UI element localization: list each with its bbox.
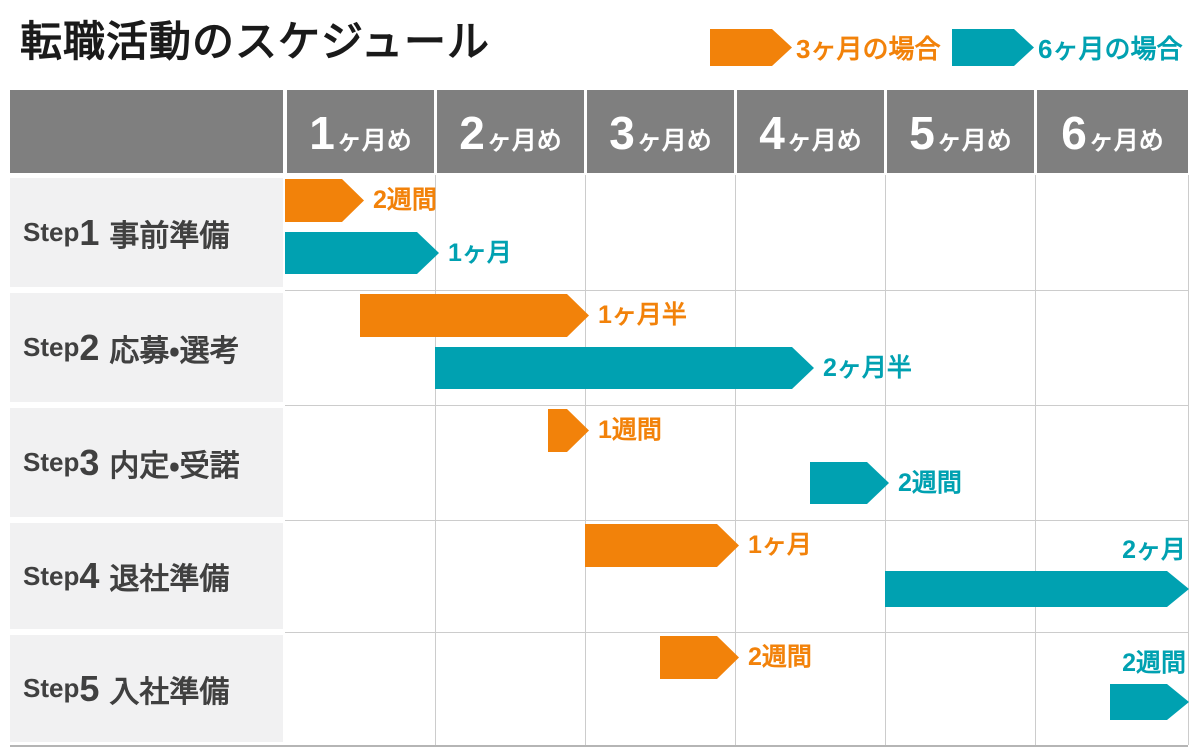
table-bottom-border <box>10 745 1188 747</box>
grid-right-border <box>1188 175 1189 745</box>
page-title: 転職活動のスケジュール <box>20 18 491 65</box>
header-month-number: 2 <box>459 107 485 159</box>
bar-label-series2-step2: 2ヶ月半 <box>823 354 912 382</box>
step-prefix: Step <box>23 332 80 362</box>
header-cell-month-3: 3 ヶ月め <box>587 90 734 173</box>
step-number: 4 <box>79 555 100 596</box>
step-number: 1 <box>79 211 100 253</box>
header-month-unit: ヶ月め <box>786 127 862 155</box>
header-cell-month-1: 1 ヶ月め <box>287 90 434 173</box>
header-month-unit: ヶ月め <box>486 127 562 155</box>
header-month-unit: ヶ月め <box>636 127 712 155</box>
step-prefix: Step <box>23 217 80 247</box>
legend-item-6months: 6ヶ月の場合 <box>952 29 1182 66</box>
grid-vline-month-4 <box>885 175 886 745</box>
teal-arrow-icon <box>952 29 1034 66</box>
grid-vline-month-1 <box>435 175 436 745</box>
bar-label-series1-step4: 1ヶ月 <box>748 531 812 559</box>
gantt-bar-series2-step2 <box>435 347 814 389</box>
step-prefix: Step <box>23 560 80 591</box>
row-label-step4: Step 4 退社準備 <box>10 523 283 629</box>
bar-label-series2-step5: 2週間 <box>1122 649 1186 677</box>
orange-arrow-icon <box>710 29 792 66</box>
header-cell-month-5: 5 ヶ月め <box>887 90 1034 173</box>
grid-hline-row-1 <box>285 290 1188 291</box>
bar-label-series1-step3: 1週間 <box>598 416 662 444</box>
legend-label-3months: 3ヶ月の場合 <box>796 34 941 64</box>
header-month-number: 6 <box>1061 107 1087 159</box>
step-name: 応募・選考 <box>109 334 240 368</box>
header-cell-month-2: 2 ヶ月め <box>437 90 584 173</box>
header-cell-month-6: 6 ヶ月め <box>1037 90 1188 173</box>
gantt-bar-series1-step3 <box>548 409 590 452</box>
header-cell-month-4: 4 ヶ月め <box>737 90 884 173</box>
bar-label-series1-step1: 2週間 <box>373 186 437 214</box>
header-month-unit: ヶ月め <box>936 127 1012 155</box>
gantt-bar-series2-step5 <box>1110 684 1189 720</box>
header-month-number: 4 <box>759 107 785 159</box>
step-name: 退社準備 <box>109 563 230 596</box>
step-number: 2 <box>79 326 100 368</box>
bar-label-series1-step2: 1ヶ月半 <box>598 301 687 329</box>
gantt-bar-series1-step5 <box>660 636 739 679</box>
bar-label-series2-step3: 2週間 <box>898 469 962 497</box>
step-prefix: Step <box>23 447 80 477</box>
step-number: 5 <box>79 667 100 709</box>
header-month-unit: ヶ月め <box>1088 127 1164 155</box>
step-prefix: Step <box>23 673 80 703</box>
gantt-bar-series2-step1 <box>285 232 439 274</box>
gantt-bar-series1-step2 <box>360 294 589 337</box>
legend-label-6months: 6ヶ月の場合 <box>1038 34 1183 64</box>
gantt-bar-series1-step1 <box>285 179 364 222</box>
row-label-step5: Step 5 入社準備 <box>10 635 283 742</box>
step-name: 事前準備 <box>109 219 230 253</box>
header-month-unit: ヶ月め <box>336 127 412 155</box>
step-number: 3 <box>79 441 100 483</box>
bar-label-series2-step1: 1ヶ月 <box>448 239 512 267</box>
header-corner-cell <box>10 90 283 173</box>
gantt-bar-series2-step3 <box>810 462 889 504</box>
gantt-bar-series1-step4 <box>585 524 739 567</box>
row-label-step1: Step 1 事前準備 <box>10 178 283 287</box>
step-name: 内定・受諾 <box>109 449 240 483</box>
bar-label-series1-step5: 2週間 <box>748 643 812 671</box>
header-month-number: 5 <box>909 107 935 159</box>
bar-label-series2-step4: 2ヶ月 <box>1122 536 1186 564</box>
header-month-number: 1 <box>309 107 335 159</box>
grid-hline-row-3 <box>285 520 1188 521</box>
legend-item-3months: 3ヶ月の場合 <box>710 29 940 66</box>
grid-vline-month-3 <box>735 175 736 745</box>
grid-hline-row-4 <box>285 632 1188 633</box>
grid-vline-month-2 <box>585 175 586 745</box>
row-label-step3: Step 3 内定・受諾 <box>10 408 283 517</box>
header-month-number: 3 <box>609 107 635 159</box>
step-name: 入社準備 <box>109 675 230 709</box>
gantt-bar-series2-step4 <box>885 571 1189 607</box>
row-label-step2: Step 2 応募・選考 <box>10 293 283 402</box>
grid-vline-month-5 <box>1035 175 1036 745</box>
grid-hline-row-2 <box>285 405 1188 406</box>
